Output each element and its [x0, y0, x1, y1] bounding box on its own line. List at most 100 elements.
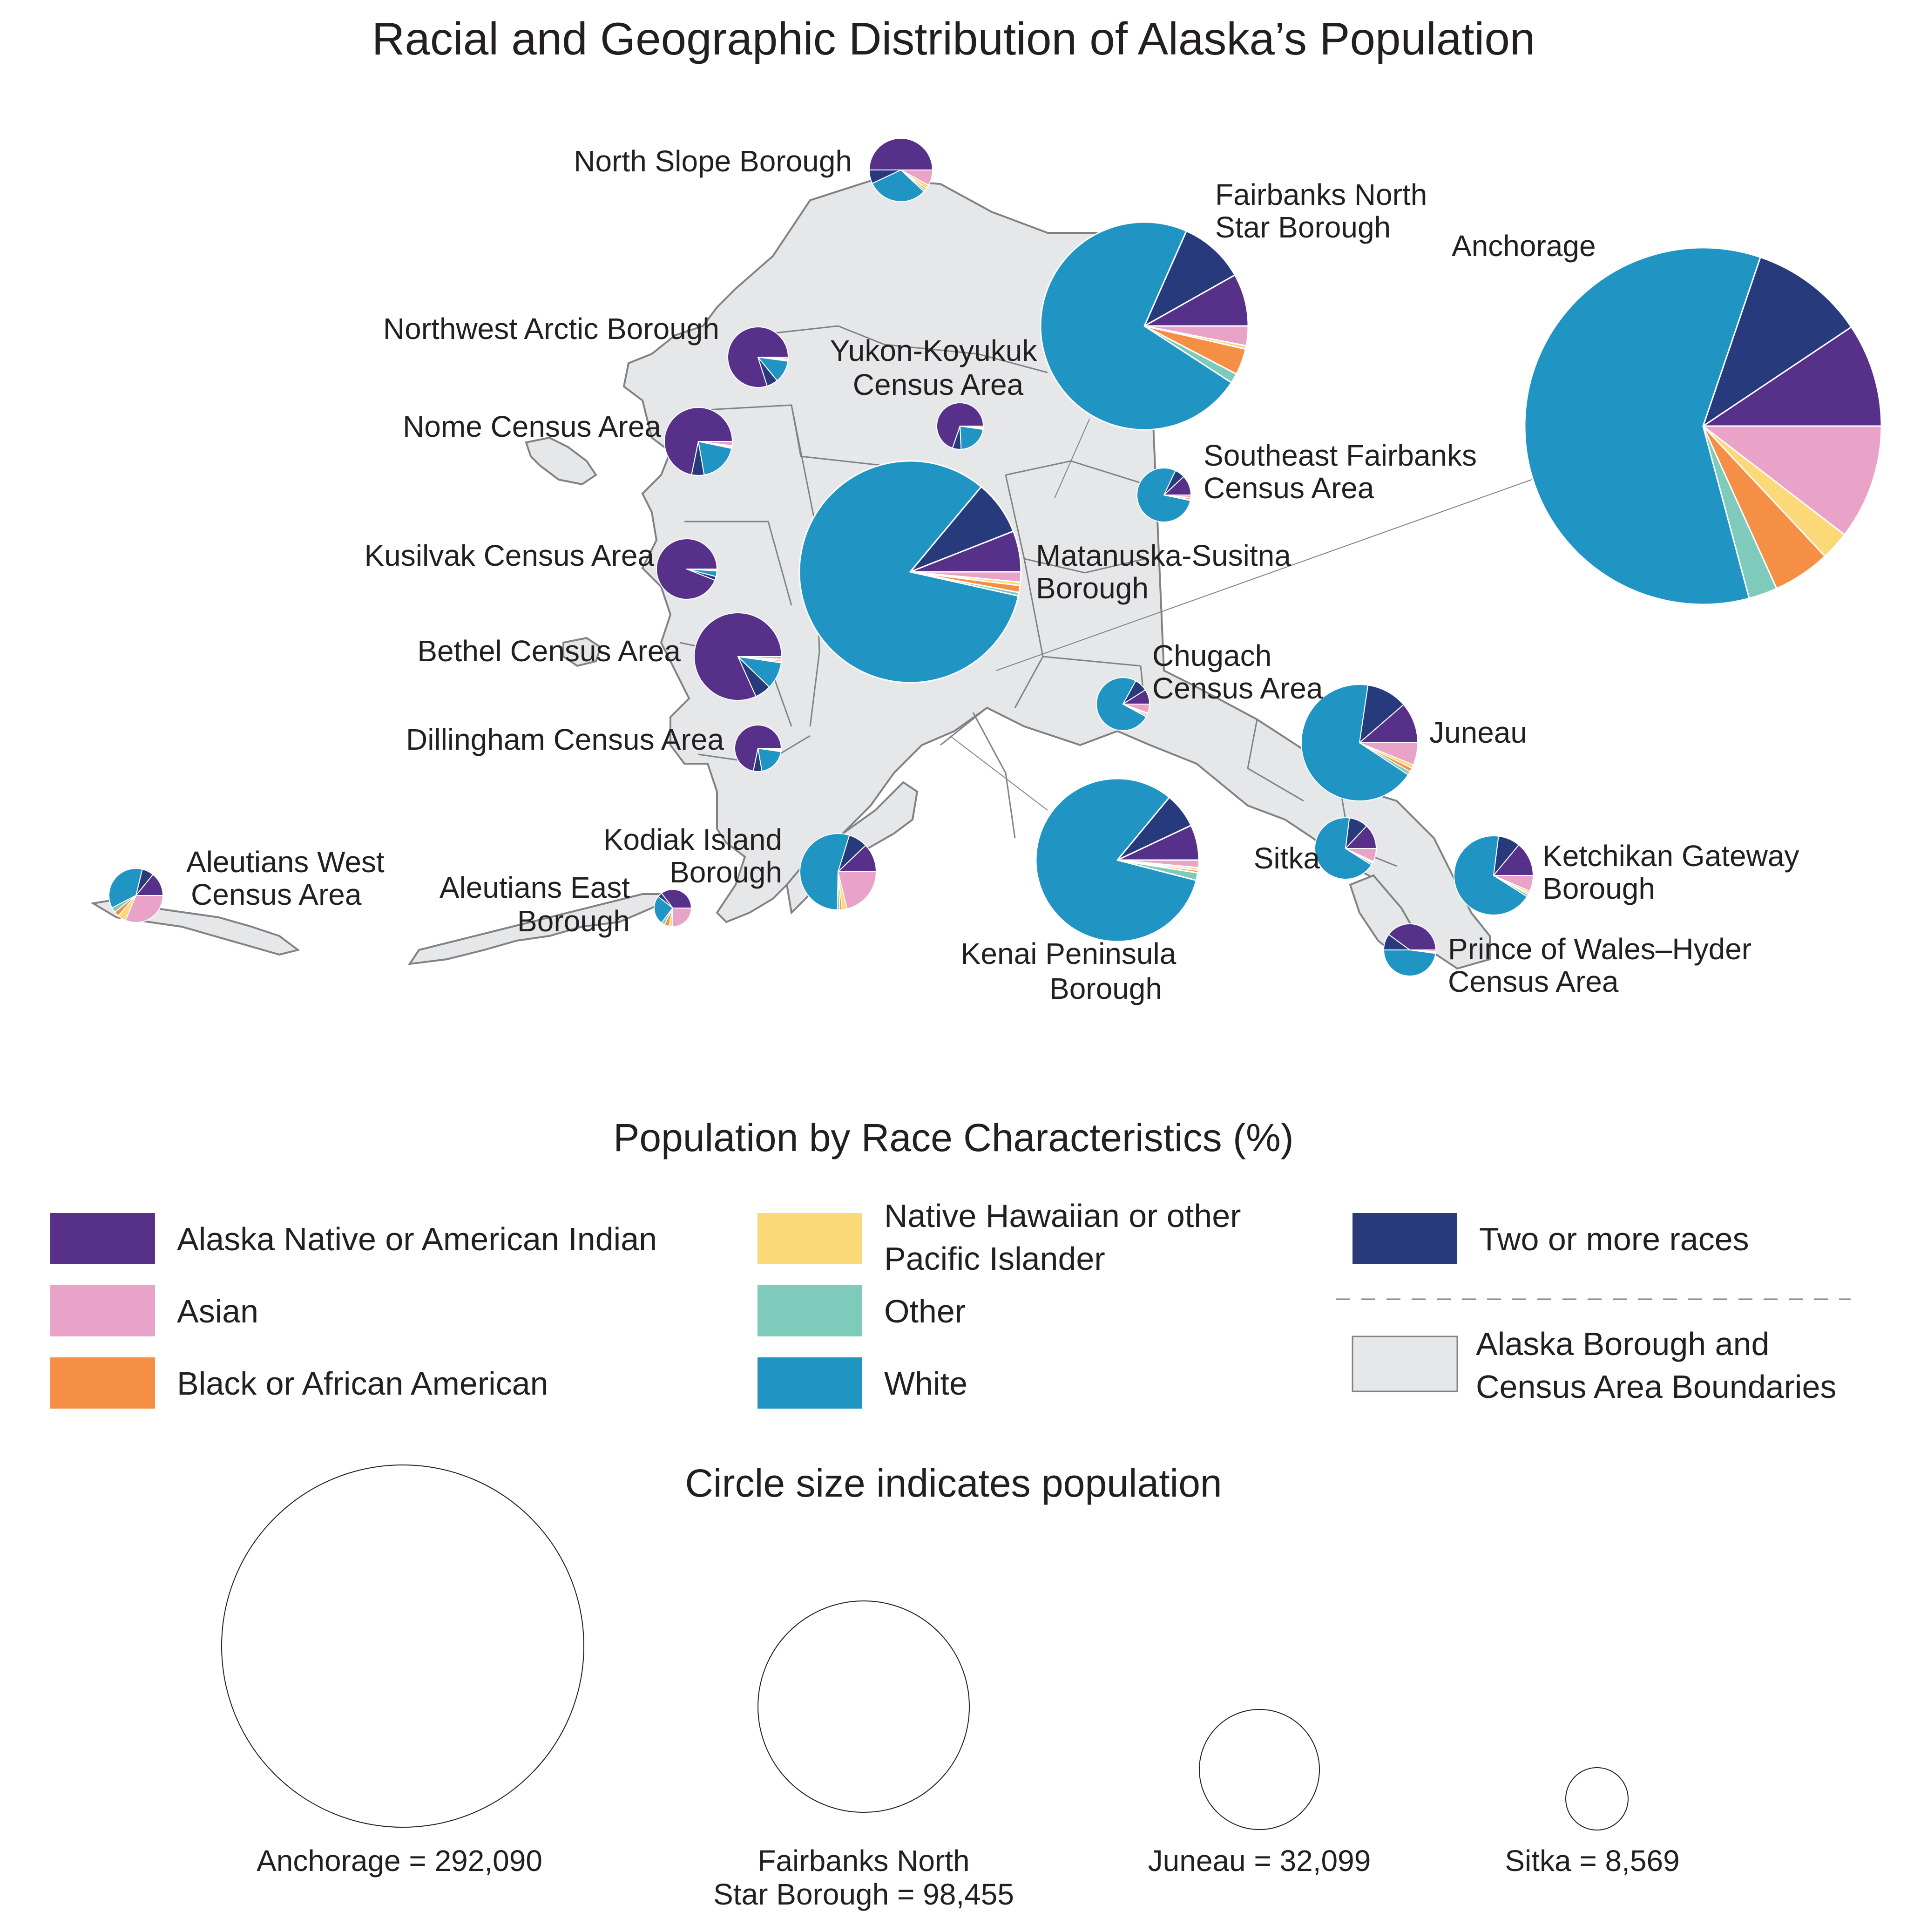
pie-chugach-census-area — [1096, 677, 1150, 731]
size-circle-fairbanks — [757, 1600, 970, 1813]
pie-slice — [1345, 848, 1377, 862]
pie-slice — [654, 896, 673, 923]
pie-sitka — [1314, 817, 1377, 880]
region-label: Census Area — [1448, 965, 1619, 998]
region-label: Matanuska-Susitna — [1036, 539, 1291, 572]
pie-slice — [869, 138, 933, 170]
race-legend: Alaska Native or American Indian Asian Bla… — [50, 1198, 1749, 1409]
region-label: Anchorage — [1452, 229, 1596, 263]
region-label: Kodiak Island — [603, 823, 782, 856]
legend-swatch-other — [757, 1285, 862, 1336]
boundary-swatch — [1352, 1335, 1458, 1392]
pie-yukon-koyukuk-census-area — [936, 402, 984, 450]
region-label: Southeast Fairbanks — [1204, 439, 1477, 472]
pie-slice — [1702, 256, 1852, 427]
population-pies — [108, 138, 1882, 976]
pie-slice — [909, 486, 1014, 573]
region-label: Kusilvak Census Area — [364, 539, 654, 572]
pie-northwest-arctic-borough — [727, 326, 789, 388]
pie-slice — [698, 441, 733, 447]
pie-kusilvak-census-area — [656, 538, 718, 600]
page-title: Racial and Geographic Distribution of Al… — [372, 13, 1535, 64]
region-label: Chugach — [1152, 639, 1271, 672]
pie-slice — [698, 441, 732, 475]
boundary-label: Alaska Borough and — [1476, 1326, 1769, 1362]
region-label: Borough — [1036, 571, 1149, 605]
pie-slice — [838, 871, 877, 909]
pie-slice — [960, 426, 984, 428]
region-label: Census Area — [1204, 471, 1374, 505]
pie-slice — [1096, 677, 1147, 731]
st-lawrence-island-shape — [525, 436, 597, 486]
pie-slice — [1301, 684, 1409, 801]
pie-slice — [1493, 875, 1534, 892]
region-label: Borough — [1049, 972, 1162, 1005]
pie-slice — [108, 868, 143, 908]
pie-slice — [1359, 685, 1404, 743]
pie-slice — [1359, 704, 1418, 743]
pie-juneau — [1301, 684, 1418, 801]
pie-ketchikan-gateway-borough — [1454, 835, 1534, 915]
pie-slice — [737, 656, 783, 660]
legend-swatch-nhpi — [757, 1213, 862, 1264]
pie-slice — [1702, 425, 1882, 536]
pie-slice — [838, 845, 877, 872]
pie-slice — [1493, 844, 1534, 876]
region-label: Borough — [669, 855, 782, 889]
pie-slice — [1524, 247, 1761, 605]
region-label: Prince of Wales–Hyder — [1448, 932, 1751, 966]
pie-slice — [1702, 326, 1882, 427]
pie-slice — [757, 748, 782, 751]
pie-slice — [900, 169, 933, 186]
pie-slice — [1143, 274, 1249, 327]
legend-label-nhpi: Native Hawaiian or other Pacific Islander — [884, 1198, 1241, 1277]
legend-label-other: Other — [884, 1293, 966, 1329]
region-label: Star Borough — [1215, 210, 1391, 244]
region-label: Aleutians East — [440, 871, 630, 904]
region-label: Kenai Peninsula — [961, 937, 1177, 970]
pie-southeast-fairbanks-census-area — [1136, 468, 1191, 522]
pie-anchorage — [1524, 247, 1882, 605]
pie-slice — [757, 357, 789, 360]
region-label: Fairbanks North — [1215, 178, 1427, 211]
pie-kodiak-island-borough — [799, 833, 877, 911]
region-label: Nome Census Area — [403, 410, 661, 443]
size-label-juneau: Juneau = 32,099 — [1148, 1844, 1371, 1878]
region-label: Census Area — [853, 368, 1024, 401]
region-label: Yukon-Koyukuk — [830, 334, 1038, 367]
pie-slice — [960, 426, 984, 450]
legend-label-native: Alaska Native or American Indian — [177, 1221, 657, 1257]
legend-swatch-native — [50, 1213, 155, 1264]
pie-slice — [661, 889, 692, 908]
pie-slice — [1409, 949, 1436, 952]
pie-north-slope-borough — [869, 138, 933, 202]
pie-kenai-peninsula-borough — [1035, 778, 1200, 942]
pie-aleutians-west-census-area — [108, 868, 163, 923]
pie-prince-of-wales-hyder-census-area — [1383, 923, 1436, 976]
region-label: Borough — [517, 904, 630, 938]
pie-slice — [1040, 221, 1232, 431]
pie-slice — [1116, 859, 1200, 868]
pie-fairbanks-north-star-borough — [1040, 221, 1249, 431]
pie-slice — [1035, 778, 1197, 942]
legend-swatch-white — [757, 1357, 862, 1409]
kenai-leader-line — [949, 735, 1048, 811]
region-label: Borough — [1542, 872, 1655, 905]
pie-slice — [1314, 817, 1372, 880]
pie-slice — [909, 571, 1022, 583]
leader-lines — [949, 419, 1532, 811]
pie-slice — [125, 895, 163, 923]
size-legend: Anchorage = 292,090 Fairbanks North Star… — [221, 1464, 1680, 1911]
pie-slice — [872, 169, 925, 202]
region-labels: North Slope Borough Northwest Arctic Bor… — [186, 144, 1799, 1005]
pie-slice — [1359, 742, 1418, 766]
legend-label-white: White — [884, 1365, 967, 1402]
size-label-fairbanks: Fairbanks North — [757, 1844, 969, 1878]
pie-slice — [1388, 923, 1436, 950]
region-label: Census Area — [1152, 671, 1323, 705]
pie-matanuska-susitna-borough — [798, 460, 1022, 684]
legend-title: Population by Race Characteristics (%) — [613, 1116, 1293, 1159]
fairbanks-leader-line — [1054, 419, 1090, 499]
pie-slice — [1163, 495, 1191, 498]
pie-bethel-census-area — [694, 612, 783, 701]
